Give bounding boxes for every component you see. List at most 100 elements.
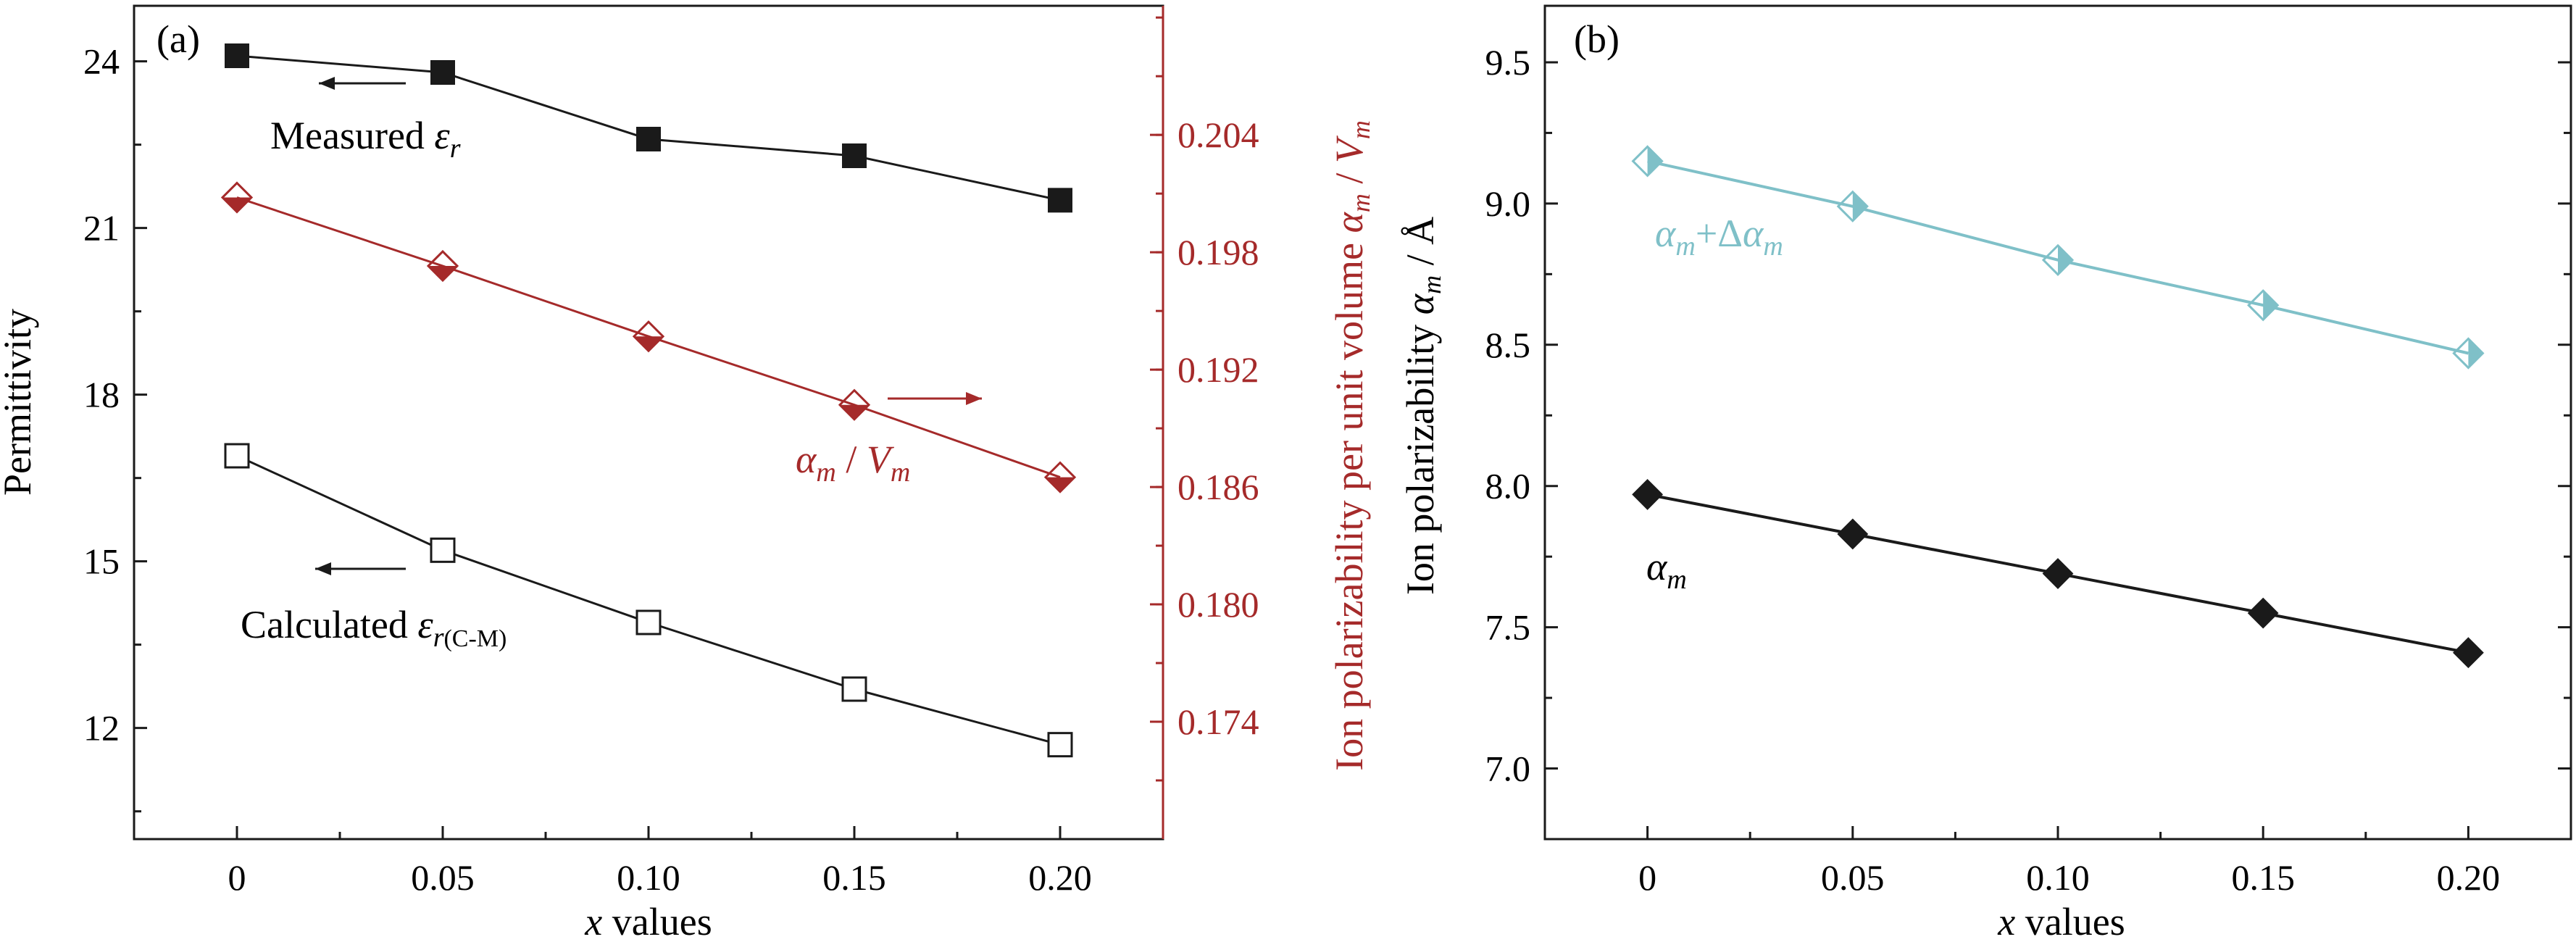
panel-b-y-title-unit: / Å (1399, 217, 1442, 275)
panel-a-data-point (225, 43, 249, 68)
calculated-label-epsilon: ε (417, 603, 433, 646)
right-y-title-alpha-sub: m (1346, 193, 1375, 212)
panel-b-label: (b) (1574, 17, 1620, 61)
panel-a-x-tick-label: 0.15 (822, 857, 886, 898)
measured-label-epsilon: ε (434, 114, 450, 157)
series-label-alpha-over-v: αm / Vm (796, 438, 910, 488)
svg-text:x values: x values (1997, 900, 2125, 942)
calculated-label-sub2: (C-M) (443, 625, 507, 652)
svg-text:x values: x values (584, 900, 712, 942)
series-label-alpha: αm (1646, 545, 1687, 595)
svg-text:Ion polarizability αm / Å: Ion polarizability αm / Å (1399, 217, 1446, 595)
black-label-alpha-sub: m (1667, 564, 1686, 595)
series-label-alpha-plus-delta: αm+Δαm (1655, 212, 1783, 262)
ratio-label-volume-sub: m (891, 457, 910, 488)
panel-a-x-tick-label: 0 (228, 857, 246, 898)
panel-a-left-y-tick-label: 15 (83, 541, 120, 582)
panel-b-y-tick-label: 8.5 (1485, 325, 1531, 365)
series-label-calculated: Calculated εr(C-M) (241, 603, 507, 653)
panel-b-series-1 (1632, 478, 2484, 669)
panel-a-data-point (838, 388, 871, 421)
panel-a-data-point (430, 537, 456, 563)
panel-a-data-point (841, 676, 867, 702)
panel-a-series-line (236, 454, 1061, 746)
panel-a-right-y-tick-label: 0.204 (1177, 114, 1259, 155)
svg-text:Measured εr: Measured εr (270, 114, 461, 164)
ratio-label-volume: V (867, 438, 895, 481)
ratio-label-alpha-sub: m (816, 457, 835, 488)
panel-b-x-tick-label: 0.10 (2026, 857, 2090, 898)
ratio-label-sep: / (836, 438, 867, 481)
panel-b-x-tick-label: 0.15 (2231, 857, 2295, 898)
panel-a-right-y-tick-label: 0.192 (1177, 349, 1259, 390)
panel-a-x-tick-label: 0.20 (1028, 857, 1092, 898)
panel-b-data-point (2452, 637, 2484, 669)
svg-text:αm / Vm: αm / Vm (796, 438, 910, 488)
svg-text:Calculated εr(C-M): Calculated εr(C-M) (241, 603, 507, 653)
panel-a-data-point (1048, 188, 1072, 213)
panel-b-y-tick-label: 8.0 (1485, 466, 1531, 507)
measured-label-text: Measured (270, 114, 434, 157)
panel-b-y-title-alpha: α (1399, 293, 1442, 314)
panel-b-data-point (1837, 518, 1869, 550)
right-y-title-sep: / (1327, 163, 1371, 193)
panel-a-series-1 (224, 443, 1073, 758)
panel-b-frame (1543, 4, 2572, 841)
calculated-label-sub: r (433, 622, 444, 653)
panel-a-right-y-tick-label: 0.198 (1177, 232, 1259, 272)
panel-b-data-point (2042, 558, 2074, 589)
panel-a-right-y-tick-label: 0.186 (1177, 467, 1259, 507)
ratio-label-alpha: α (796, 438, 817, 481)
panel-b-x-axis-title-text: values (2015, 900, 2125, 942)
panel-b: (b) 0 0.05 0.10 0.15 0.20 7.0 7.5 8.0 8.5 9.0 9.5… (1399, 4, 2572, 942)
panel-b-data-point (2247, 597, 2279, 629)
panel-a-data-point (426, 249, 459, 283)
ratio-axis-arrow (888, 392, 982, 405)
right-y-title-text: Ion polarizability per unit volume (1327, 233, 1371, 771)
panel-a-x-axis-title: x values (584, 900, 712, 942)
measured-axis-arrow (319, 77, 406, 90)
panel-a-right-y-axis-title: Ion polarizability per unit volume αm / … (1327, 120, 1375, 771)
panel-a-data-point (224, 443, 250, 469)
measured-label-sub: r (450, 133, 461, 164)
panel-b-x-tick-label: 0.20 (2437, 857, 2501, 898)
panel-b-data-point (1632, 478, 1664, 510)
cyan-label-alpha: α (1655, 212, 1677, 255)
panel-a-data-point (220, 181, 254, 214)
panel-a-x-tick-label: 0.10 (617, 857, 680, 898)
cyan-label-alpha2: α (1743, 212, 1764, 255)
right-y-title-volume-sub: m (1346, 120, 1375, 139)
panel-a-x-axis-title-variable: x (584, 900, 602, 942)
panel-a: (a) 0 0.05 0.10 0.15 0.20 12 15 18 21 24 0.174 0.… (0, 4, 1375, 942)
cyan-label-alpha2-sub: m (1763, 231, 1783, 262)
panel-b-x-axis-title: x values (1997, 900, 2125, 942)
panel-b-y-tick-label: 9.0 (1485, 183, 1531, 224)
panel-b-data-point (2452, 337, 2485, 370)
panel-a-data-point (1043, 461, 1077, 493)
panel-a-label: (a) (157, 17, 200, 61)
panel-b-y-tick-label: 7.5 (1485, 607, 1531, 648)
panel-b-x-axis-title-variable: x (1997, 900, 2015, 942)
series-label-measured: Measured εr (270, 114, 461, 164)
right-y-title-alpha: α (1327, 212, 1371, 233)
panel-b-data-point (1631, 145, 1664, 178)
cyan-label-alpha-sub: m (1675, 231, 1695, 262)
calculated-label-text: Calculated (241, 603, 417, 646)
panel-b-data-point (2041, 243, 2075, 276)
panel-a-x-tick-label: 0.05 (411, 857, 475, 898)
panel-a-data-point (842, 143, 867, 168)
panel-b-data-point (1836, 190, 1869, 222)
panel-a-series-2 (220, 181, 1077, 493)
panel-b-x-tick-label: 0.05 (1821, 857, 1885, 898)
panel-b-data-point (2247, 289, 2280, 322)
right-y-title-volume: V (1327, 135, 1371, 163)
panel-a-data-point (430, 60, 455, 85)
panel-a-data-point (635, 609, 662, 635)
calculated-axis-arrow (315, 562, 406, 575)
panel-a-left-y-tick-label: 12 (83, 708, 120, 749)
svg-text:αm: αm (1646, 545, 1687, 595)
panel-a-data-point (632, 320, 665, 353)
panel-b-x-tick-label: 0 (1638, 857, 1656, 898)
panel-b-series-0 (1631, 145, 2485, 370)
panel-b-y-title-text: Ion polarizability (1399, 314, 1442, 595)
